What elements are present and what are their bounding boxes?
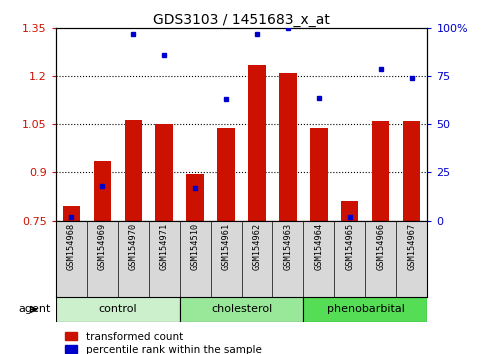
Bar (156, 124, 172, 221)
Bar (403, 121, 421, 221)
Text: phenobarbital: phenobarbital (327, 304, 404, 314)
Text: GSM154964: GSM154964 (314, 223, 324, 270)
FancyBboxPatch shape (56, 297, 180, 322)
FancyBboxPatch shape (180, 297, 303, 322)
Legend: transformed count, percentile rank within the sample: transformed count, percentile rank withi… (61, 327, 266, 354)
Bar (248, 65, 266, 221)
Text: cholesterol: cholesterol (211, 304, 272, 314)
Bar (94, 161, 111, 221)
Text: GSM154967: GSM154967 (408, 223, 416, 270)
Text: agent: agent (18, 304, 51, 314)
Text: GSM154968: GSM154968 (67, 223, 75, 270)
Bar (125, 120, 142, 221)
FancyBboxPatch shape (303, 297, 427, 322)
Text: GSM154969: GSM154969 (98, 223, 107, 270)
Text: GSM154965: GSM154965 (345, 223, 355, 270)
Bar (62, 206, 80, 221)
Text: control: control (98, 304, 137, 314)
Text: GSM154970: GSM154970 (128, 223, 138, 270)
Text: GSM154961: GSM154961 (222, 223, 230, 270)
Text: GSM154962: GSM154962 (253, 223, 261, 270)
Title: GDS3103 / 1451683_x_at: GDS3103 / 1451683_x_at (153, 13, 330, 27)
Text: GSM154966: GSM154966 (376, 223, 385, 270)
Text: GSM154963: GSM154963 (284, 223, 293, 270)
Bar (311, 128, 327, 221)
Bar (372, 121, 389, 221)
Text: GSM154971: GSM154971 (159, 223, 169, 270)
Bar (186, 174, 203, 221)
Text: GSM154510: GSM154510 (190, 223, 199, 270)
Bar (341, 201, 358, 221)
Bar (217, 128, 235, 221)
Bar (280, 73, 297, 221)
